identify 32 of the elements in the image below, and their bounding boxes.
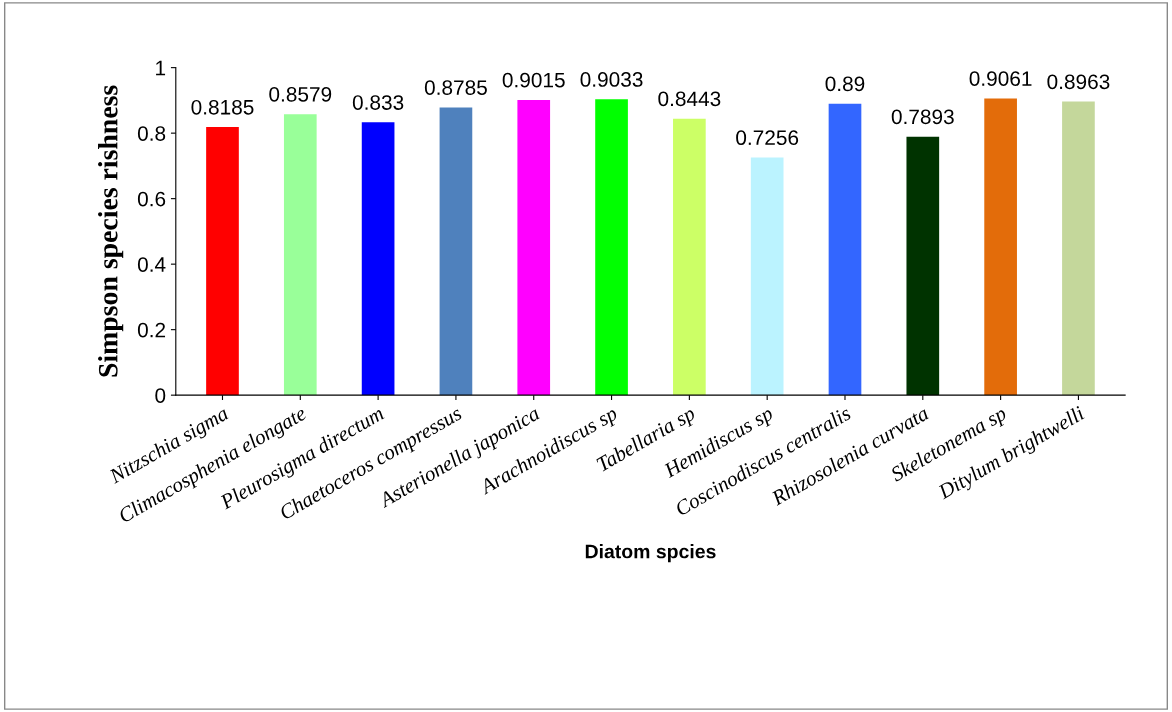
data-label: 0.8443 xyxy=(658,91,721,107)
data-label: 0.8579 xyxy=(269,86,332,102)
data-label: 0.7893 xyxy=(891,109,954,125)
x-axis-title: Diatom spcies xyxy=(585,544,716,563)
bar xyxy=(439,107,473,396)
data-label: 0.833 xyxy=(352,95,404,110)
data-label: 0.89 xyxy=(825,76,865,92)
bar xyxy=(906,136,940,396)
bar xyxy=(1062,101,1095,396)
bar xyxy=(750,157,784,396)
bar xyxy=(595,99,628,396)
bar xyxy=(984,98,1017,396)
y-tick-label: 1 xyxy=(156,60,166,76)
data-label: 0.8785 xyxy=(424,80,487,95)
bar xyxy=(673,118,706,396)
bar xyxy=(206,127,239,396)
data-label: 0.9061 xyxy=(969,71,1032,86)
data-label: 0.9033 xyxy=(580,72,643,87)
bar xyxy=(517,99,551,396)
data-label: 0.7256 xyxy=(736,130,799,146)
bar xyxy=(828,103,862,396)
data-label: 0.8963 xyxy=(1047,74,1110,90)
y-tick-label: 0.4 xyxy=(137,257,166,272)
y-tick-label: 0.6 xyxy=(137,191,166,207)
bar xyxy=(361,122,395,396)
bar xyxy=(283,114,317,396)
y-tick-label: 0.2 xyxy=(137,322,166,338)
data-label: 0.9015 xyxy=(502,72,565,88)
y-tick-label: 0.8 xyxy=(137,126,166,141)
y-axis-title: Simpson species rishness xyxy=(98,85,124,377)
y-tick-label: 0 xyxy=(155,388,166,403)
data-label: 0.8185 xyxy=(191,99,254,115)
